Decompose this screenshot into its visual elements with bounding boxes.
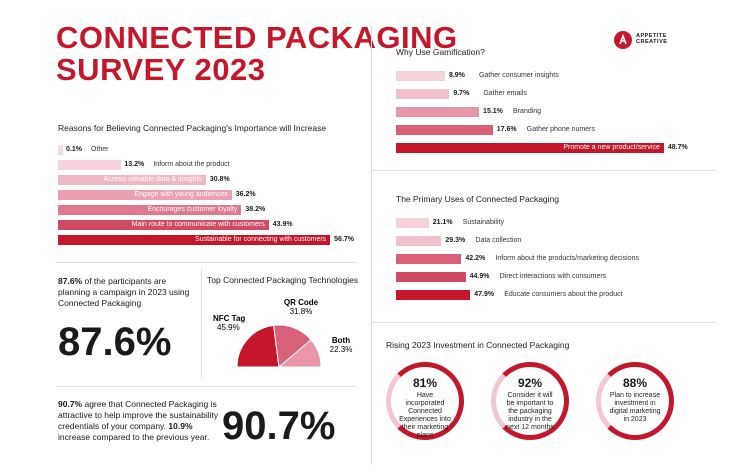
- uses-bar-label: Sustainability: [462, 219, 504, 226]
- gamification-bar: [396, 71, 445, 81]
- reasons-bar: [58, 160, 122, 170]
- uses-bar: [396, 254, 462, 264]
- reasons-bar-label: Encourages customer loyalty: [147, 206, 238, 213]
- divider-left-2: [56, 386, 356, 387]
- divider-left-1: [56, 262, 356, 263]
- planning-text-pct: 87.6%: [58, 276, 83, 286]
- reasons-bar-value: 43.9%: [272, 221, 293, 228]
- investment-circle-1: 81% Have incorporated Connected Experien…: [386, 362, 464, 440]
- reasons-bar-label: Sustainable for connecting with customer…: [195, 236, 327, 243]
- page-title-line2: SURVEY 2023: [56, 52, 266, 87]
- logo-line2: CREATIVE: [636, 39, 668, 45]
- sustain-text-end: increase compared to the previous year.: [58, 432, 210, 442]
- gamification-chart-title: Why Use Gamification?: [396, 47, 485, 57]
- uses-bar-value: 21.1%: [432, 219, 453, 226]
- gamification-bar-label: Promote a new product/service: [563, 144, 660, 151]
- sustain-text-pct1: 90.7%: [58, 399, 83, 409]
- uses-bar: [396, 290, 471, 300]
- page-title: CONNECTED PACKAGING SURVEY 2023: [56, 20, 458, 87]
- gamification-bar-label: Gather consumer insights: [478, 72, 559, 79]
- pie-slice-nfc-tag: [236, 324, 280, 368]
- investment-circle-1-text: Have incorporated Connected Experiences …: [399, 392, 451, 439]
- pie-label: NFC Tag: [213, 314, 245, 323]
- investment-circle-2: 92% Consider it will be important to the…: [491, 362, 569, 440]
- reasons-bar-label: Other: [91, 146, 109, 153]
- uses-bar-label: Educate consumers about the product: [504, 291, 623, 298]
- gamification-bar-label: Branding: [513, 108, 542, 115]
- uses-bar-value: 42.2%: [465, 255, 486, 262]
- investment-circle-2-pct: 92%: [517, 376, 543, 390]
- investment-circle-2-text: Consider it will be important to the pac…: [506, 392, 554, 431]
- divider-right-1: [371, 170, 716, 171]
- vertical-divider: [371, 25, 372, 465]
- gamification-bar-value: 15.1%: [483, 108, 503, 115]
- reasons-bar-label: Access valuable data & insights: [103, 176, 202, 183]
- uses-bar: [396, 218, 429, 228]
- uses-bar-label: Direct interactions with consumers: [499, 273, 607, 280]
- divider-right-2: [371, 322, 716, 323]
- uses-bar-label: Inform about the products/marketing deci…: [495, 255, 639, 262]
- sustain-text: 90.7% agree that Connected Packaging is …: [58, 399, 223, 443]
- reasons-bar-label: Main route to communicate with customers: [131, 221, 265, 228]
- pie-value: 22.3%: [330, 345, 353, 354]
- uses-chart-title: The Primary Uses of Connected Packaging: [396, 194, 559, 204]
- gamification-bar-value: 8.9%: [448, 72, 465, 79]
- investment-title: Rising 2023 Investment in Connected Pack…: [386, 340, 570, 350]
- investment-circle-3-text: Plan to increase investment in digital m…: [609, 392, 661, 423]
- gamification-bar: [396, 107, 480, 117]
- gamification-bar-value: 9.7%: [453, 90, 470, 97]
- divider-left-v: [201, 268, 202, 378]
- uses-bar-value: 29.3%: [445, 237, 466, 244]
- pie-slice-both: [277, 339, 322, 368]
- reasons-bar: Encourages customer loyalty: [58, 205, 242, 215]
- investment-circle-3: 88% Plan to increase investment in digit…: [596, 362, 674, 440]
- pie-label: Both: [332, 336, 350, 345]
- reasons-bar: Access valuable data & insights: [58, 175, 206, 185]
- sustain-text-mid: agree that Connected Packaging is attrac…: [58, 399, 219, 431]
- uses-bar-value: 47.9%: [474, 291, 495, 298]
- reasons-bar: Engage with young audiences: [58, 190, 232, 200]
- planning-text-rest: of the participants are planning a campa…: [58, 276, 190, 308]
- reasons-chart-title: Reasons for Believing Connected Packagin…: [58, 123, 327, 133]
- page-title-line1: CONNECTED PACKAGING: [56, 20, 458, 55]
- uses-bar-value: 44.9%: [469, 273, 490, 280]
- reasons-bar-value: 36.2%: [235, 191, 256, 198]
- reasons-bar: [58, 145, 63, 155]
- planning-text: 87.6% of the participants are planning a…: [58, 276, 198, 309]
- technologies-chart-title: Top Connected Packaging Technologies: [207, 275, 359, 285]
- gamification-bar-value: 48.7%: [667, 144, 688, 151]
- pie-value: 31.8%: [290, 307, 313, 316]
- reasons-bar-value: 38.2%: [245, 206, 266, 213]
- pie-value: 45.9%: [217, 323, 240, 332]
- uses-bar-label: Data collection: [475, 237, 522, 244]
- gamification-bar: [396, 89, 450, 99]
- reasons-bar: Main route to communicate with customers: [58, 220, 269, 230]
- uses-bar: [396, 272, 466, 282]
- planning-big-stat: 87.6%: [58, 320, 172, 364]
- reasons-bar-value: 13.2%: [124, 161, 145, 168]
- sustain-text-pct2: 10.9%: [168, 421, 193, 431]
- uses-bar: [396, 236, 442, 246]
- reasons-bar: Sustainable for connecting with customer…: [58, 235, 331, 245]
- reasons-bar-value: 30.8%: [209, 176, 230, 183]
- gamification-bar-label: Gather emails: [483, 90, 527, 97]
- gamification-bar-label: Gather phone numers: [526, 126, 595, 133]
- reasons-bar-value: 0.1%: [66, 146, 82, 153]
- gamification-bar: [396, 125, 493, 135]
- investment-circle-1-pct: 81%: [412, 376, 438, 390]
- reasons-bar-value: 56.7%: [334, 236, 355, 243]
- gamification-bar: Promote a new product/service: [396, 143, 664, 153]
- gamification-bar-value: 17.6%: [496, 126, 517, 133]
- sustain-big-stat: 90.7%: [222, 404, 336, 448]
- reasons-bar-label: Inform about the product: [153, 161, 230, 168]
- reasons-bar-label: Engage with young audiences: [134, 191, 228, 198]
- logo-line1: APPETITE: [636, 33, 667, 39]
- logo-text: APPETITE CREATIVE: [636, 33, 667, 45]
- pie-label: QR Code: [284, 298, 319, 307]
- appetite-logo-icon: [614, 31, 632, 49]
- investment-circle-3-pct: 88%: [622, 376, 648, 390]
